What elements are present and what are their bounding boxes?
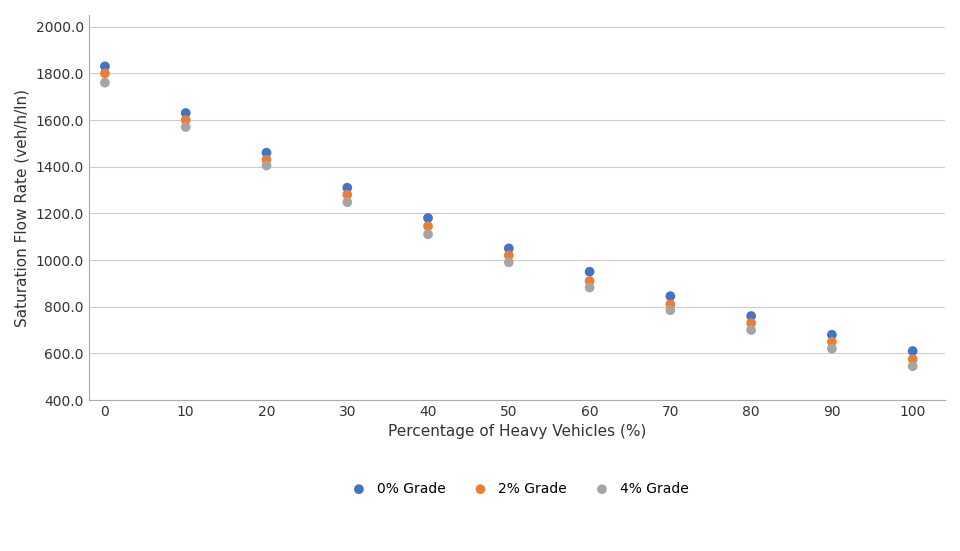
4% Grade — [582, 283, 597, 292]
Legend: 0% Grade, 2% Grade, 4% Grade: 0% Grade, 2% Grade, 4% Grade — [340, 476, 694, 501]
4% Grade — [420, 230, 436, 239]
2% Grade — [340, 190, 355, 199]
2% Grade — [97, 69, 112, 78]
0% Grade — [340, 183, 355, 192]
0% Grade — [662, 292, 678, 301]
4% Grade — [905, 362, 921, 371]
4% Grade — [178, 123, 193, 132]
4% Grade — [259, 161, 275, 170]
0% Grade — [259, 148, 275, 157]
2% Grade — [582, 277, 597, 285]
Y-axis label: Saturation Flow Rate (veh/h/ln): Saturation Flow Rate (veh/h/ln) — [15, 89, 30, 327]
0% Grade — [905, 347, 921, 355]
4% Grade — [340, 198, 355, 207]
2% Grade — [501, 251, 516, 260]
0% Grade — [97, 62, 112, 71]
2% Grade — [420, 222, 436, 230]
0% Grade — [501, 244, 516, 253]
0% Grade — [582, 267, 597, 276]
4% Grade — [501, 258, 516, 267]
2% Grade — [259, 155, 275, 164]
4% Grade — [662, 306, 678, 315]
0% Grade — [178, 109, 193, 117]
0% Grade — [825, 330, 840, 339]
X-axis label: Percentage of Heavy Vehicles (%): Percentage of Heavy Vehicles (%) — [388, 424, 646, 440]
2% Grade — [662, 300, 678, 309]
2% Grade — [178, 116, 193, 125]
2% Grade — [825, 337, 840, 346]
4% Grade — [97, 78, 112, 87]
0% Grade — [743, 312, 758, 321]
2% Grade — [743, 318, 758, 327]
4% Grade — [743, 326, 758, 334]
2% Grade — [905, 355, 921, 364]
4% Grade — [825, 344, 840, 353]
0% Grade — [420, 214, 436, 223]
